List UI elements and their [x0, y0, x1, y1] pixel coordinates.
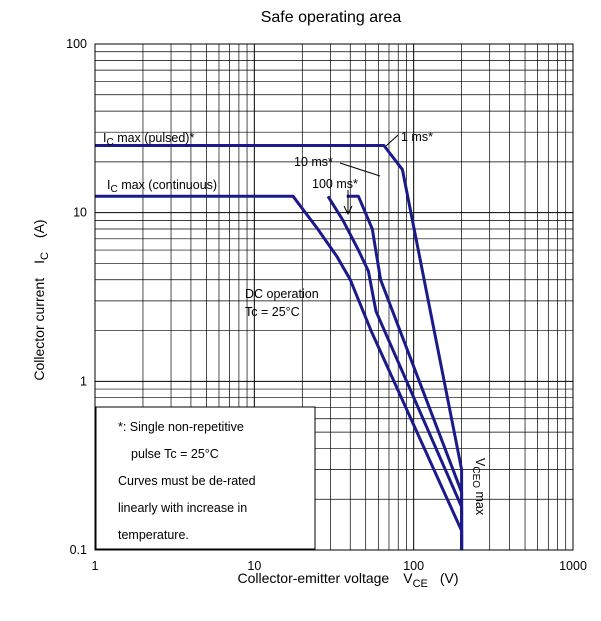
label-dc-operation: DC operation: [245, 287, 319, 301]
label-1ms: 1 ms*: [401, 130, 433, 144]
x-tick-label: 1000: [559, 559, 587, 573]
y-tick-labels: 0.1 1 10 100: [66, 37, 87, 557]
x-tick-label: 10: [247, 559, 261, 573]
label-ic-max-continuous: IC max (continuous): [107, 178, 217, 195]
y-tick-label: 1: [80, 374, 87, 388]
label-100ms: 100 ms*: [312, 177, 358, 191]
grid-lines: [94, 44, 573, 551]
curves: [95, 144, 464, 550]
note-line-3: Curves must be de-rated: [118, 474, 256, 488]
chart-title: Safe operating area: [261, 9, 402, 26]
x-tick-label: 1: [92, 559, 99, 573]
note-line-5: temperature.: [118, 528, 189, 542]
note-box: *: Single non-repetitive pulse Tc = 25°C…: [95, 406, 316, 550]
label-ic-max-pulsed: IC max (pulsed)*: [103, 131, 194, 148]
note-line-4: linearly with increase in: [118, 501, 247, 515]
soa-curve-4: [95, 194, 464, 550]
x-axis-label: Collector-emitter voltage VCE (V): [237, 570, 458, 590]
x-tick-labels: 1 10 100 1000: [92, 559, 587, 573]
label-10ms: 10 ms*: [294, 155, 333, 169]
note-line-1: *: Single non-repetitive: [118, 420, 244, 434]
y-tick-label: 0.1: [70, 543, 87, 557]
plot-frame: [94, 43, 574, 551]
y-tick-label: 100: [66, 37, 87, 51]
label-vceo-max: VCEO max: [470, 458, 487, 516]
soa-curve-2: [346, 194, 464, 550]
y-axis-label: Collector currentIC(A): [31, 219, 51, 380]
soa-curve-3: [326, 195, 464, 550]
label-dc-temperature: Tc = 25°C: [245, 305, 300, 319]
annotation-arrows: [339, 134, 399, 216]
y-tick-label: 10: [73, 206, 87, 220]
note-line-2: pulse Tc = 25°C: [131, 447, 219, 461]
x-tick-label: 100: [403, 559, 424, 573]
